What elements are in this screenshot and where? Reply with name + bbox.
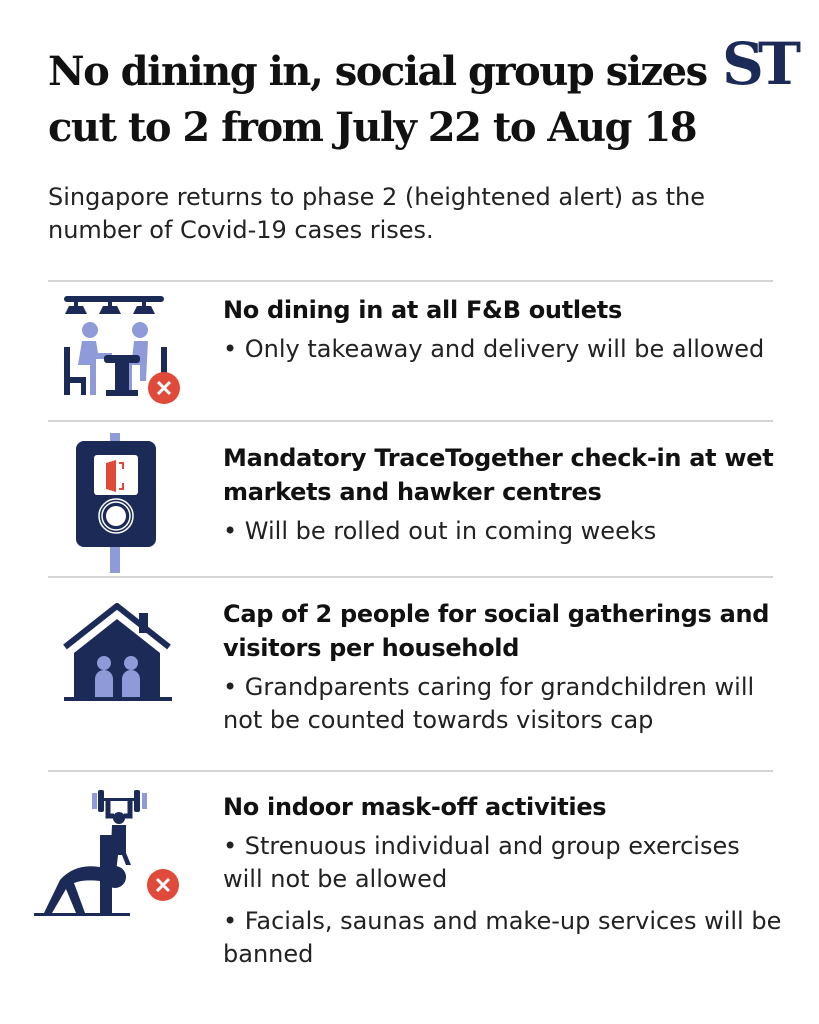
rule-heading: No dining in at all F&B outlets [223, 296, 622, 324]
rule-item-gatherings: Cap of 2 people for social gatherings an… [223, 597, 783, 737]
tracetogether-checkin-icon [76, 433, 156, 573]
divider [48, 770, 773, 772]
rule-bullet: • Grandparents caring for grandchildren … [223, 673, 755, 734]
divider [48, 576, 773, 578]
rule-bullet: • Only takeaway and delivery will be all… [223, 335, 765, 363]
rule-bullet: • Facials, saunas and make-up services w… [223, 907, 782, 968]
house-people-icon [63, 603, 172, 701]
rule-item-tracetogether: Mandatory TraceTogether check-in at wet … [223, 441, 783, 548]
rule-heading: Mandatory TraceTogether check-in at wet … [223, 444, 774, 506]
rule-item-dining: No dining in at all F&B outlets • Only t… [223, 293, 783, 366]
rule-heading: Cap of 2 people for social gatherings an… [223, 600, 770, 662]
exercise-no-icon [34, 790, 179, 916]
divider [48, 280, 773, 282]
rule-heading: No indoor mask-off activities [223, 793, 607, 821]
rule-bullet: • Strenuous individual and group exercis… [223, 832, 740, 893]
subtitle: Singapore returns to phase 2 (heightened… [48, 183, 705, 244]
dining-table-no-icon [64, 296, 180, 404]
rule-item-mask-off: No indoor mask-off activities • Strenuou… [223, 790, 783, 971]
divider [48, 420, 773, 422]
rule-bullet: • Will be rolled out in coming weeks [223, 517, 657, 545]
page-title: No dining in, social group sizes cut to … [48, 48, 708, 151]
st-logo: ST [722, 30, 801, 98]
